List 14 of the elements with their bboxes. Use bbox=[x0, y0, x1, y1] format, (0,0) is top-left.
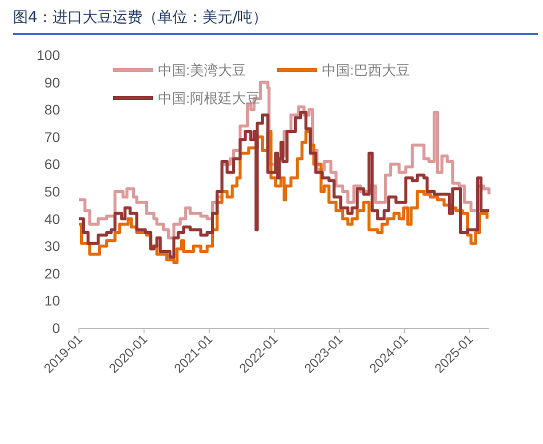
y-tick-label: 60 bbox=[44, 156, 60, 172]
y-tick-label: 90 bbox=[44, 74, 60, 90]
y-tick-label: 10 bbox=[44, 292, 60, 309]
y-tick-label: 40 bbox=[44, 210, 60, 227]
y-tick-label: 20 bbox=[44, 265, 60, 282]
y-tick-label: 50 bbox=[44, 184, 60, 200]
chart-title: 图4：进口大豆运费（单位：美元/吨） bbox=[13, 8, 538, 35]
legend-label: 中国:美湾大豆 bbox=[158, 62, 246, 78]
legend-label: 中国:巴西大豆 bbox=[322, 62, 410, 78]
y-tick-label: 80 bbox=[44, 102, 60, 118]
y-tick-label: 70 bbox=[44, 128, 60, 145]
y-tick-label: 30 bbox=[44, 238, 60, 254]
y-tick-label: 100 bbox=[36, 47, 60, 63]
y-tick-label: 0 bbox=[52, 320, 60, 336]
